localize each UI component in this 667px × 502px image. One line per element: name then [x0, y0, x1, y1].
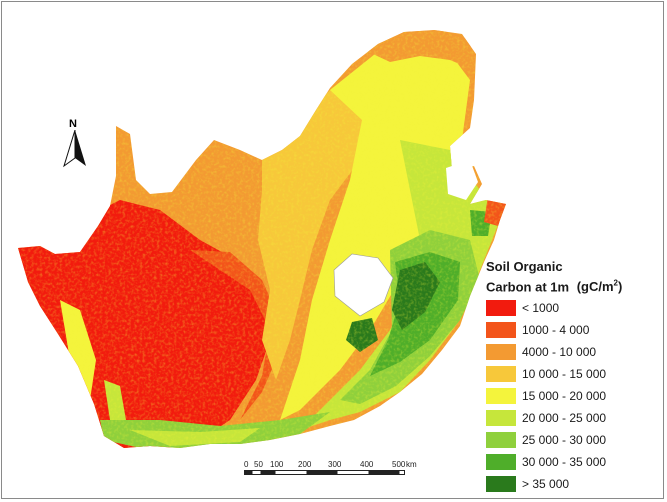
north-arrow-icon: [63, 130, 86, 168]
legend-label: 25 000 - 30 000: [522, 433, 607, 447]
scale-label: 200: [298, 460, 312, 469]
legend-swatch: [486, 388, 516, 404]
legend-swatch: [486, 366, 516, 382]
legend-label: < 1000: [522, 301, 560, 315]
legend-title: Soil Organic Carbon at 1m (gC/m2): [486, 258, 622, 295]
legend-swatch: [486, 476, 516, 492]
scale-label: 400: [360, 460, 374, 469]
legend-swatch: [486, 454, 516, 470]
north-arrow-label: N: [69, 118, 77, 130]
scale-label: 50: [254, 460, 263, 469]
scale-label: 0: [244, 460, 249, 469]
legend-swatch: [486, 410, 516, 426]
legend-label: 15 000 - 20 000: [522, 389, 607, 403]
legend-label: 20 000 - 25 000: [522, 411, 607, 425]
legend-label: 10 000 - 15 000: [522, 367, 607, 381]
legend-label: 1000 - 4 000: [522, 323, 590, 337]
legend-unit-exp: 2: [613, 279, 618, 288]
legend-title-line2: Carbon at 1m (gC/m2): [486, 275, 622, 295]
legend-title-line1: Soil Organic: [486, 259, 563, 274]
legend-swatch: [486, 344, 516, 360]
legend-swatch: [486, 432, 516, 448]
legend-swatch: [486, 300, 516, 316]
legend-unit-suffix: ): [618, 279, 623, 295]
scale-unit: km: [406, 460, 417, 469]
legend-label: 4000 - 10 000: [522, 345, 597, 359]
scale-label: 100: [270, 460, 284, 469]
legend-swatch: [486, 322, 516, 338]
scale-bar-graphic: [244, 470, 405, 475]
scale-bar-labels: 0 50 100 200 300 400 500 km: [244, 460, 424, 470]
scale-label: 500: [392, 460, 406, 469]
legend-label: > 35 000: [522, 477, 570, 491]
legend-title-line2-text: Carbon at 1m: [486, 279, 570, 295]
legend-unit-prefix: (gC/m: [576, 279, 614, 295]
legend-label: 30 000 - 35 000: [522, 455, 607, 469]
scale-label: 300: [328, 460, 342, 469]
legend-unit: (gC/m2): [577, 279, 623, 294]
